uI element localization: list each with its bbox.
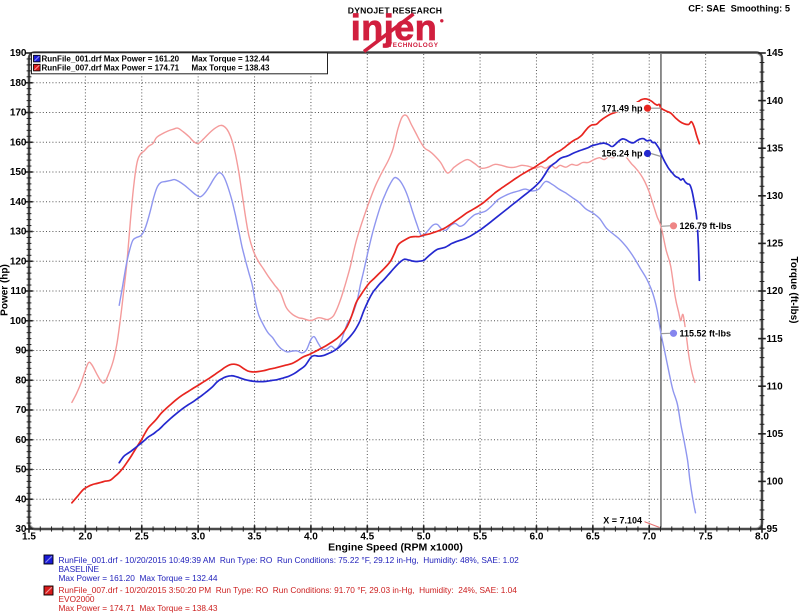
svg-text:150: 150: [10, 167, 27, 178]
svg-text:TECHNOLOGY: TECHNOLOGY: [388, 42, 438, 49]
svg-text:4.0: 4.0: [304, 532, 318, 543]
svg-text:DYNOJET RESEARCH: DYNOJET RESEARCH: [348, 6, 442, 16]
svg-text:1.5: 1.5: [22, 532, 36, 543]
svg-text:EVO2000: EVO2000: [59, 594, 95, 604]
svg-text:115.52 ft-lbs: 115.52 ft-lbs: [680, 328, 732, 338]
svg-text:130: 130: [10, 227, 27, 238]
svg-text:Power (hp): Power (hp): [0, 264, 11, 316]
svg-text:90: 90: [15, 346, 27, 357]
svg-text:BASELINE: BASELINE: [59, 564, 100, 574]
svg-text:140: 140: [10, 197, 27, 208]
svg-text:100: 100: [10, 316, 27, 327]
svg-text:Max Power = 174.71 Max Torque: Max Power = 174.71 Max Torque = 138.43: [59, 603, 218, 613]
svg-text:50: 50: [15, 465, 27, 476]
svg-text:CF: SAE Smoothing: 5: CF: SAE Smoothing: 5: [688, 4, 790, 14]
svg-text:126.79 ft-lbs: 126.79 ft-lbs: [680, 221, 732, 231]
svg-text:110: 110: [10, 286, 27, 297]
svg-text:2.0: 2.0: [78, 532, 92, 543]
svg-text:3.0: 3.0: [191, 532, 205, 543]
svg-text:120: 120: [767, 286, 784, 297]
svg-text:Max Torque = 138.43: Max Torque = 138.43: [192, 64, 270, 73]
svg-text:6.0: 6.0: [530, 532, 544, 543]
svg-text:95: 95: [767, 524, 779, 535]
svg-text:115: 115: [767, 334, 784, 345]
svg-text:X = 7.104: X = 7.104: [603, 516, 642, 526]
svg-text:Torque (ft-lbs): Torque (ft-lbs): [788, 256, 799, 323]
svg-text:RunFile_001.drf Max Power = 16: RunFile_001.drf Max Power = 161.20: [42, 55, 180, 64]
svg-text:3.5: 3.5: [248, 532, 262, 543]
svg-text:5.0: 5.0: [417, 532, 431, 543]
svg-text:171.49 hp: 171.49 hp: [601, 103, 643, 113]
svg-text:145: 145: [767, 48, 784, 59]
svg-text:130: 130: [767, 191, 784, 202]
svg-text:30: 30: [15, 524, 27, 535]
svg-text:156.24 hp: 156.24 hp: [601, 149, 643, 159]
svg-text:120: 120: [10, 256, 27, 267]
svg-text:4.5: 4.5: [360, 532, 374, 543]
svg-text:2.5: 2.5: [135, 532, 149, 543]
svg-text:190: 190: [10, 48, 27, 59]
svg-text:100: 100: [767, 477, 784, 488]
svg-text:RunFile_007.drf Max Power = 17: RunFile_007.drf Max Power = 174.71: [42, 64, 180, 73]
svg-text:Max Power = 161.20 Max Torque: Max Power = 161.20 Max Torque = 132.44: [59, 573, 218, 583]
svg-text:Max Torque = 132.44: Max Torque = 132.44: [192, 55, 270, 64]
svg-text:7.5: 7.5: [699, 532, 713, 543]
svg-text:5.5: 5.5: [473, 532, 487, 543]
svg-text:40: 40: [15, 494, 27, 505]
svg-text:80: 80: [15, 375, 27, 386]
svg-text:105: 105: [767, 429, 784, 440]
svg-text:135: 135: [767, 143, 784, 154]
svg-text:RunFile_007.drf - 10/20/2015 3: RunFile_007.drf - 10/20/2015 3:50:20 PM …: [59, 585, 518, 595]
svg-text:6.5: 6.5: [586, 532, 600, 543]
svg-text:60: 60: [15, 435, 27, 446]
svg-text:Engine Speed (RPM x1000): Engine Speed (RPM x1000): [328, 542, 463, 554]
svg-text:injen: injen: [351, 7, 438, 48]
svg-text:110: 110: [767, 381, 784, 392]
svg-text:RunFile_001.drf - 10/20/2015 1: RunFile_001.drf - 10/20/2015 10:49:39 AM…: [59, 555, 520, 565]
svg-text:125: 125: [767, 239, 784, 250]
svg-text:7.0: 7.0: [642, 532, 656, 543]
svg-text:180: 180: [10, 78, 27, 89]
svg-text:170: 170: [10, 108, 27, 119]
svg-text:8.0: 8.0: [755, 532, 769, 543]
svg-text:70: 70: [15, 405, 27, 416]
svg-text:160: 160: [10, 137, 27, 148]
svg-text:140: 140: [767, 96, 784, 107]
